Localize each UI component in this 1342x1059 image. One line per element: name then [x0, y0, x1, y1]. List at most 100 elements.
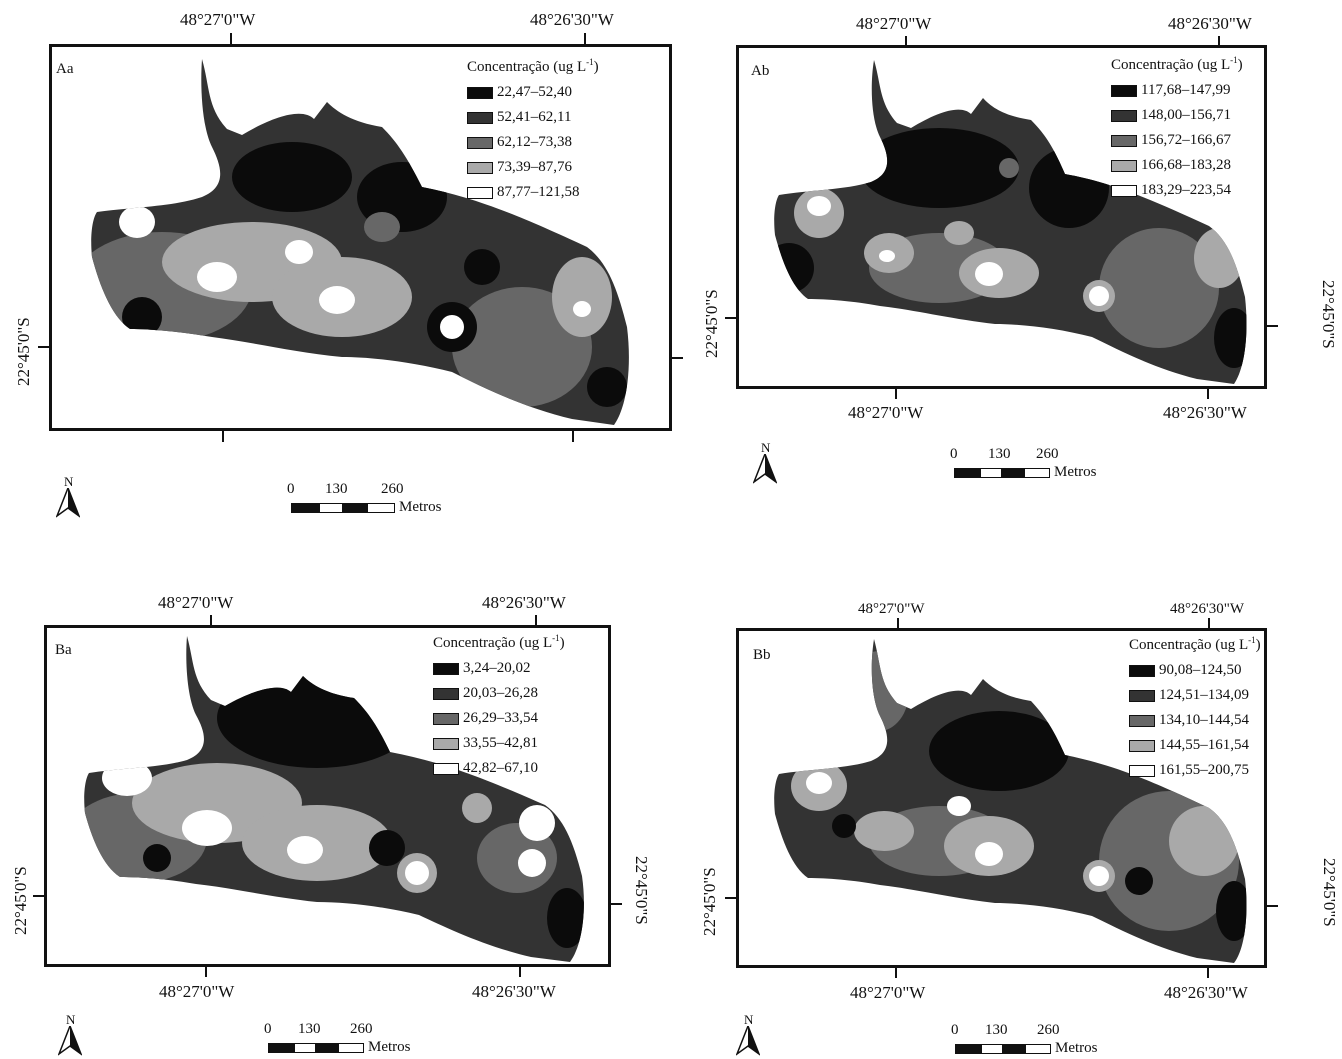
legend-title-sup: -1: [586, 57, 594, 67]
legend-row: 3,24–20,02: [433, 656, 565, 681]
legend-title: Concentração (ug L-1): [1111, 55, 1243, 74]
legend-swatch: [433, 762, 459, 775]
left-lat-label: 22°45'0"S: [700, 867, 719, 936]
right-lat-label: 22°45'0"S: [632, 856, 651, 925]
scale-label: 130: [985, 1022, 1008, 1038]
scale-segment: [268, 1042, 294, 1053]
legend-title-end: ): [1237, 57, 1243, 73]
legend-swatch: [433, 712, 459, 725]
bottom-lon-right-label: 48°26'30"W: [1163, 403, 1247, 422]
legend-row: 156,72–166,67: [1111, 128, 1243, 153]
scale-bar: 0 130 260 Metros: [951, 1022, 1098, 1057]
tick: [205, 967, 207, 977]
legend-label: 134,10–144,54: [1159, 712, 1249, 728]
legend-title-end: ): [1255, 637, 1261, 653]
north-arrow-icon: [56, 488, 80, 518]
concentration-map-aa: [91, 59, 629, 425]
legend-row: 26,29–33,54: [433, 706, 565, 731]
legend-swatch: [1129, 739, 1155, 752]
map-frame: Ab Concentração (ug L-1) 117,68–147,99 1…: [736, 45, 1267, 389]
scale-unit: Metros: [368, 1039, 411, 1055]
legend-row: 124,51–134,09: [1129, 683, 1261, 708]
scale-segment: [291, 502, 319, 513]
scale-unit: Metros: [399, 499, 442, 515]
left-lat-label: 22°45'0"S: [702, 289, 721, 358]
scale-label: 260: [381, 481, 404, 497]
map-frame: Aa Concentração (ug L-1) 22,47–52,40 52,…: [49, 44, 672, 431]
legend-row: 52,41–62,11: [467, 105, 599, 130]
legend-title-sup: -1: [1230, 55, 1238, 65]
north-label: N: [744, 1012, 754, 1027]
scale-segment: [294, 1042, 316, 1053]
legend-swatch: [467, 136, 493, 149]
scale-label: 260: [350, 1021, 373, 1037]
legend-swatch: [1111, 84, 1137, 97]
tick: [33, 895, 44, 897]
north-label: N: [761, 440, 771, 455]
legend-swatch: [1111, 134, 1137, 147]
tick: [611, 903, 622, 905]
legend-row: 87,77–121,58: [467, 180, 599, 205]
legend: Concentração (ug L-1) 22,47–52,40 52,41–…: [467, 57, 599, 205]
legend-title-sup: -1: [1248, 635, 1256, 645]
legend-label: 62,12–73,38: [497, 134, 572, 150]
scale-label: 130: [988, 446, 1011, 462]
map-frame: Ba Concentração (ug L-1) 3,24–20,02 20,0…: [44, 625, 611, 967]
legend-label: 156,72–166,67: [1141, 132, 1231, 148]
tick: [210, 615, 212, 625]
legend-label: 22,47–52,40: [497, 84, 572, 100]
legend-row: 148,00–156,71: [1111, 103, 1243, 128]
legend-swatch: [433, 662, 459, 675]
tick: [572, 431, 574, 442]
right-lat-label: 22°45'0"S: [1320, 858, 1339, 927]
legend-label: 33,55–42,81: [463, 735, 538, 751]
bottom-lon-left-label: 48°27'0"W: [848, 403, 924, 422]
legend-label: 52,41–62,11: [497, 109, 572, 125]
scale-segment: [1003, 1043, 1025, 1054]
legend-row: 183,29–223,54: [1111, 178, 1243, 203]
scale-segment: [319, 502, 343, 513]
scale-bar: 0 130 260 Metros: [287, 481, 442, 516]
map-frame: Bb Concentração (ug L-1) 90,08–124,50 12…: [736, 628, 1267, 968]
top-lon-right-label: 48°26'30"W: [1170, 601, 1244, 617]
tick: [519, 967, 521, 977]
legend-swatch: [1129, 664, 1155, 677]
scale-segment: [955, 1043, 981, 1054]
legend-row: 166,68–183,28: [1111, 153, 1243, 178]
legend-row: 22,47–52,40: [467, 80, 599, 105]
tick: [1267, 325, 1278, 327]
scale-label: 0: [950, 446, 958, 462]
legend-row: 62,12–73,38: [467, 130, 599, 155]
tick: [535, 615, 537, 625]
panel-id: Aa: [56, 61, 74, 77]
legend-row: 42,82–67,10: [433, 756, 565, 781]
tick: [222, 431, 224, 442]
tick: [1267, 905, 1278, 907]
tick: [38, 346, 49, 348]
top-lon-left-label: 48°27'0"W: [158, 593, 234, 612]
scale-unit: Metros: [1055, 1040, 1098, 1056]
legend-label: 117,68–147,99: [1141, 82, 1231, 98]
top-lon-left-label: 48°27'0"W: [856, 14, 932, 33]
legend-swatch: [467, 161, 493, 174]
north-arrow-icon: [58, 1026, 82, 1056]
tick: [905, 36, 907, 46]
scale-label: 130: [298, 1021, 321, 1037]
bottom-lon-left-label: 48°27'0"W: [850, 983, 926, 1002]
legend-label: 90,08–124,50: [1159, 662, 1242, 678]
legend-title-text: Concentração (ug L: [1111, 57, 1231, 73]
north-label: N: [64, 474, 74, 489]
north-arrow-icon: [753, 454, 777, 484]
legend-row: 161,55–200,75: [1129, 758, 1261, 783]
legend-swatch: [1129, 689, 1155, 702]
legend-row: 144,55–161,54: [1129, 733, 1261, 758]
legend-title-sup: -1: [552, 633, 560, 643]
legend-swatch: [467, 111, 493, 124]
tick: [1218, 36, 1220, 46]
legend-row: 73,39–87,76: [467, 155, 599, 180]
scale-bar: 0 130 260 Metros: [950, 446, 1097, 481]
legend-row: 134,10–144,54: [1129, 708, 1261, 733]
legend-label: 73,39–87,76: [497, 159, 572, 175]
scale-label: 0: [264, 1021, 272, 1037]
legend-title: Concentração (ug L-1): [1129, 635, 1261, 654]
